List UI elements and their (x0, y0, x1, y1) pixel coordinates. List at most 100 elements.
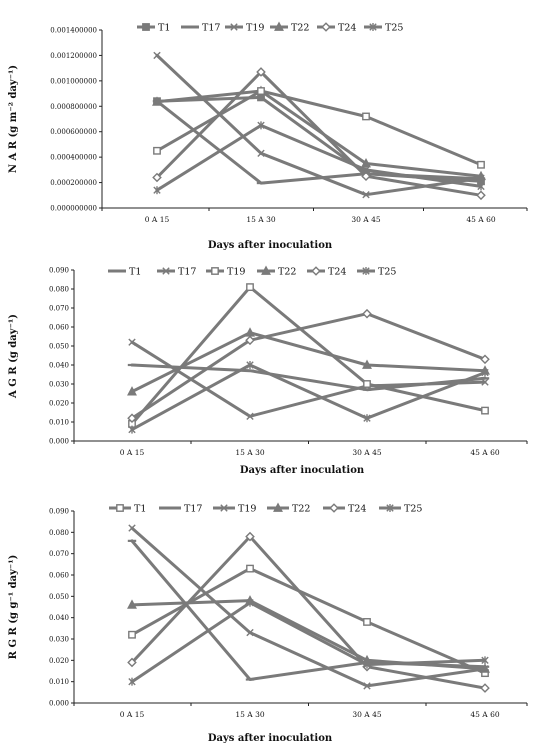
agr-x-tick-label: 45 A 60 (470, 448, 499, 457)
agr-data-point (362, 308, 372, 319)
rgr-x-tick-label: 15 A 30 (235, 710, 264, 719)
nar-data-point (362, 165, 370, 174)
nar-series-line (155, 89, 483, 167)
agr-x-ticks: 0 A 15 15 A 30 30 A 45 45 A 60 (73, 441, 528, 457)
agr-legend-marker (162, 267, 170, 275)
rgr-data-point (246, 628, 254, 637)
rgr-data-point (128, 677, 136, 686)
rgr-legend-marker (220, 504, 228, 512)
rgr-y-tick-label: 0.090 (49, 508, 69, 516)
rgr-x-ticks: 0 A 15 15 A 30 30 A 45 45 A 60 (73, 703, 528, 719)
nar-legend-label: T22 (291, 23, 309, 34)
agr-data-point (128, 425, 136, 434)
agr-series-line (130, 285, 487, 426)
rgr-series-line (130, 599, 487, 671)
rgr-legend-label: T25 (404, 504, 422, 515)
rgr-data-point (363, 618, 371, 626)
agr-legend-marker (261, 265, 271, 275)
rgr-x-label: Days after inoculation (208, 733, 333, 744)
nar-x-label: Days after inoculation (208, 240, 333, 251)
agr-y-tick-label: 0.070 (49, 305, 69, 313)
nar-series-line (155, 53, 483, 197)
agr-data-point (128, 338, 136, 346)
nar-data-point (153, 51, 161, 60)
nar-legend-label: T19 (246, 23, 264, 34)
rgr-data-point (128, 524, 136, 532)
agr-x-tick-label: 0 A 15 (120, 448, 145, 457)
rgr-y-tick-label: 0.040 (49, 614, 69, 622)
rgr-y-tick-label: 0.080 (49, 529, 69, 537)
nar-x-tick-label: 0 A 15 (145, 215, 170, 224)
nar-legend-marker (230, 23, 238, 31)
agr-legend-label: T24 (328, 267, 346, 278)
nar-y-ticks: 0.000000000 0.000200000 0.000400000 0.00060… (50, 27, 102, 213)
rgr-x-tick-label: 0 A 15 (120, 710, 145, 719)
agr-x-tick-label: 30 A 45 (352, 448, 381, 457)
rgr-legend-label: T22 (292, 504, 310, 515)
nar-legend-marker (274, 21, 284, 31)
agr-y-tick-label: 0.040 (49, 362, 69, 370)
agr-legend-marker (311, 266, 321, 276)
agr-series-line (130, 331, 487, 394)
rgr-legend-marker (386, 504, 394, 512)
rgr-data-point (127, 599, 137, 609)
nar-data-point (362, 112, 370, 121)
nar-x-ticks: 0 A 15 15 A 30 30 A 45 45 A 60 (101, 208, 528, 224)
rgr-legend-marker (273, 502, 283, 512)
rgr-legend-label: T17 (184, 504, 202, 515)
nar-y-tick-label: 0.000800000 (50, 103, 97, 111)
agr-data-point (245, 335, 255, 346)
agr-y-tick-label: 0.030 (49, 381, 69, 389)
rgr-series-line (130, 601, 487, 684)
nar-y-tick-label: 0.001400000 (50, 27, 97, 35)
nar-data-point (256, 67, 266, 77)
rgr-chart: 0.000 0.010 0.020 0.030 0.040 0.050 0.060 0.070… (8, 502, 528, 744)
rgr-y-tick-label: 0.050 (49, 593, 69, 601)
nar-data-point (476, 170, 486, 181)
agr-data-point (246, 283, 254, 291)
nar-y-tick-label: 0.001200000 (50, 52, 97, 60)
rgr-data-point (363, 682, 371, 690)
agr-x-label: Days after inoculation (240, 465, 365, 476)
nar-series-line (155, 123, 483, 192)
nar-series (152, 51, 486, 201)
nar-legend-label: T1 (158, 23, 170, 34)
agr-data-point (481, 406, 489, 415)
rgr-y-ticks: 0.000 0.010 0.020 0.030 0.040 0.050 0.060 0.070… (49, 508, 74, 708)
agr-data-point (362, 359, 372, 369)
agr-legend-label: T17 (178, 267, 196, 278)
agr-legend-marker (362, 267, 370, 275)
agr-y-tick-label: 0.050 (49, 343, 69, 351)
nar-data-point (257, 121, 265, 130)
nar-x-tick-label: 30 A 45 (351, 215, 380, 224)
rgr-data-point (480, 663, 490, 673)
nar-data-point (476, 190, 486, 201)
nar-data-point (153, 146, 161, 155)
rgr-data-point (128, 630, 136, 639)
nar-x-tick-label: 15 A 30 (246, 215, 275, 224)
agr-data-point (363, 414, 371, 423)
nar-data-point (152, 96, 162, 106)
rgr-y-tick-label: 0.060 (49, 572, 69, 580)
agr-y-tick-label: 0.020 (49, 400, 69, 408)
nar-chart: 0.000000000 0.000200000 0.000400000 0.00060… (8, 21, 528, 251)
rgr-x-tick-label: 30 A 45 (352, 710, 381, 719)
nar-series-line (155, 99, 483, 185)
rgr-legend: T1 T17 T19 T22 T24 T25 (109, 502, 422, 515)
nar-series-line (155, 70, 483, 197)
rgr-legend-marker (329, 503, 339, 513)
agr-y-tick-label: 0.060 (49, 324, 69, 332)
agr-data-point (480, 354, 490, 365)
nar-data-point (257, 149, 265, 158)
rgr-series-line (130, 567, 487, 675)
nar-data-point (152, 172, 162, 183)
nar-legend-label: T24 (338, 23, 356, 34)
agr-series-line (130, 363, 487, 432)
agr-legend-marker (211, 267, 219, 275)
agr-y-tick-label: 0.080 (49, 286, 69, 294)
rgr-y-tick-label: 0.000 (49, 700, 69, 708)
nar-y-tick-label: 0.001000000 (50, 77, 97, 85)
nar-legend-marker (142, 23, 150, 31)
rgr-x-tick-label: 45 A 60 (470, 710, 499, 719)
